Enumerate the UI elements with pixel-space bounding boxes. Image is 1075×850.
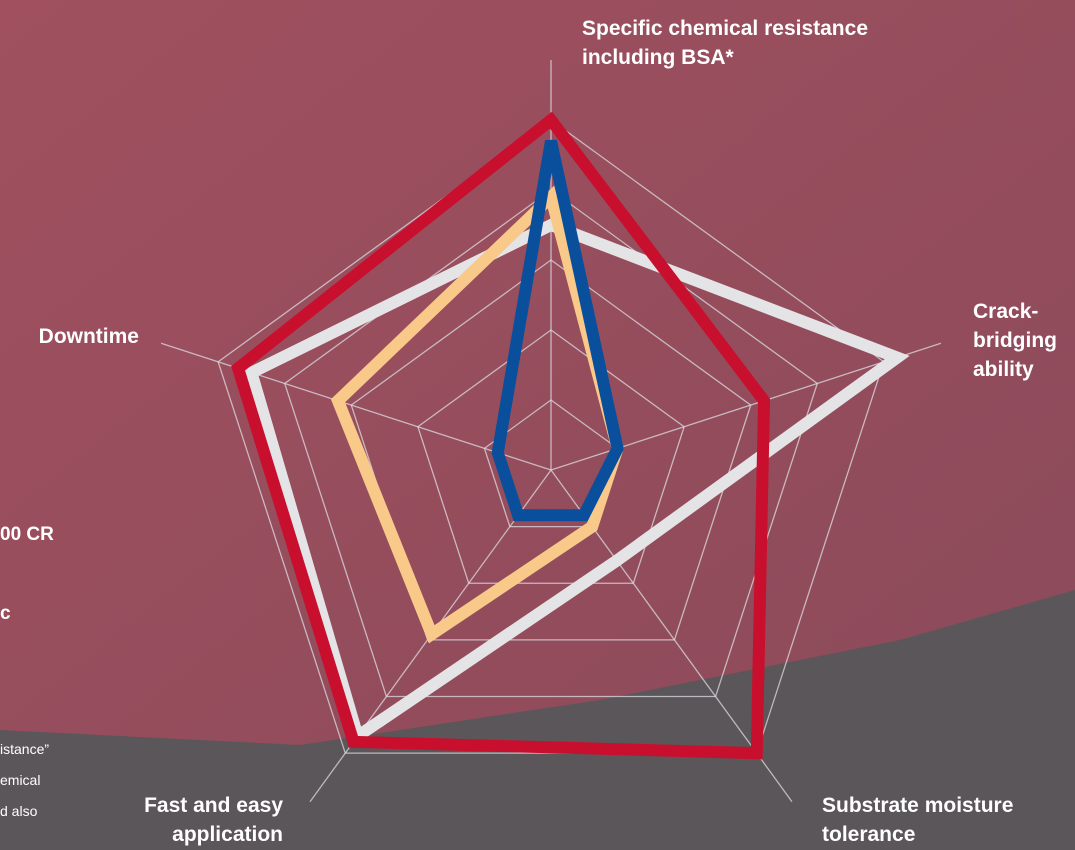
background-lower <box>0 590 1075 850</box>
spoke <box>160 342 552 471</box>
axis-label: Downtime <box>38 325 139 348</box>
axis-label: Specific chemical resistance including B… <box>582 17 868 69</box>
axis-label: Crack- bridging ability <box>973 300 1057 381</box>
cropped-text: c <box>0 603 11 624</box>
cropped-text: d also <box>0 803 38 819</box>
series-line <box>491 139 624 522</box>
series-line <box>231 111 771 760</box>
cropped-text: istance” <box>0 741 50 757</box>
cropped-text: 00 CR <box>0 524 54 545</box>
grid-ring <box>350 259 752 641</box>
axis-label: Substrate moisture tolerance <box>822 794 1014 846</box>
series-line <box>244 218 910 746</box>
cropped-text: emical <box>0 772 41 788</box>
grid-ring <box>283 189 819 698</box>
axis-label: Fast and easy application <box>144 794 283 846</box>
grid-ring <box>417 329 685 584</box>
